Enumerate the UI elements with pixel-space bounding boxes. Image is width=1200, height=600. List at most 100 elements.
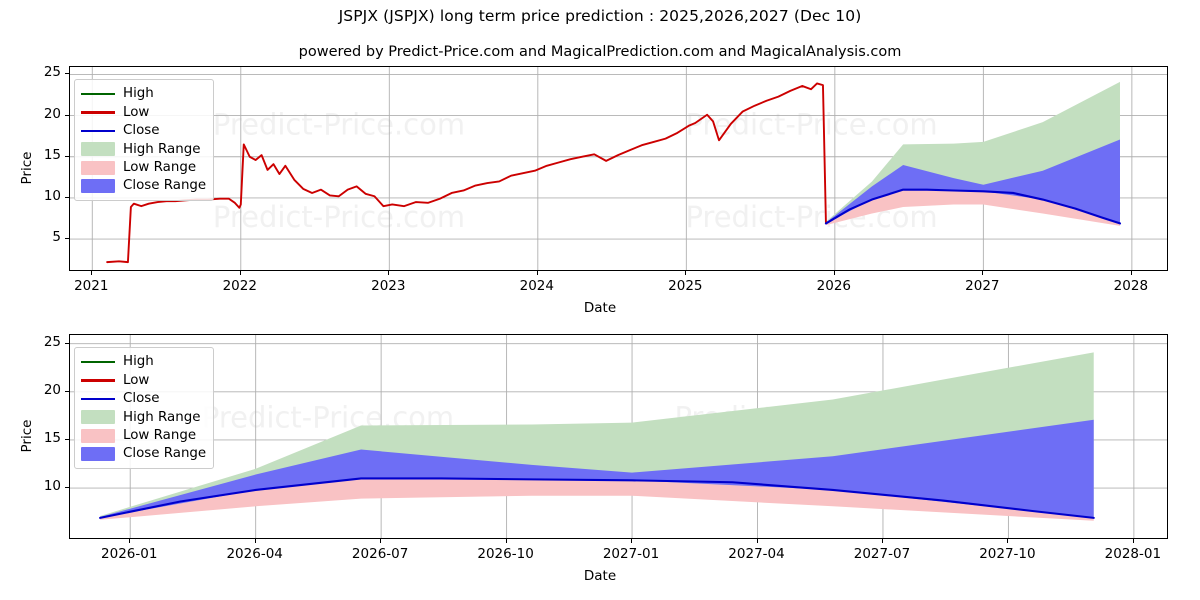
bottom-chart-x-tick-label: 2026-10 (477, 546, 534, 562)
bottom-chart-legend-item-low-range[interactable]: Low Range (81, 427, 206, 445)
bottom-chart-legend-swatch-close-range-icon (81, 447, 115, 462)
bottom-chart-x-tick-mark (1007, 539, 1009, 543)
bottom-chart-x-axis-label: Date (583, 568, 617, 584)
bottom-chart-x-tick-label: 2027-10 (979, 546, 1036, 562)
bottom-chart-x-tick-mark (254, 539, 256, 543)
bottom-chart-y-tick-mark (65, 342, 69, 344)
top-chart-legend-item-close[interactable]: Close (81, 122, 206, 140)
figure-title: JSPJX (JSPJX) long term price prediction… (338, 7, 862, 25)
bottom-chart-y-tick-mark (65, 390, 69, 392)
top-chart-y-tick-mark (65, 114, 69, 116)
top-chart-y-tick-label: 20 (43, 105, 61, 122)
bottom-chart-legend-item-low[interactable]: Low (81, 371, 206, 389)
top-chart-y-tick-mark (65, 196, 69, 198)
bottom-chart-legend-swatch-low-range-icon (81, 428, 115, 443)
bottom-chart-x-tick-mark (129, 539, 131, 543)
bottom-chart-x-tick-mark (631, 539, 633, 543)
top-chart-y-tick-label: 5 (52, 229, 61, 246)
top-chart-x-tick-mark (536, 271, 538, 275)
top-chart-watermark: Predict-Price.com (213, 200, 465, 234)
bottom-chart-legend-item-close[interactable]: Close (81, 390, 206, 408)
top-chart-legend-item-close-range[interactable]: Close Range (81, 177, 206, 195)
top-chart-legend-swatch-low-icon (81, 106, 115, 120)
bottom-chart-x-tick-label: 2027-04 (728, 546, 785, 562)
bottom-chart-legend-swatch-high-icon (81, 355, 115, 369)
top-chart-legend[interactable]: High Low Close High Range Low Range Close Ran… (74, 79, 215, 202)
top-chart-y-tick-mark (65, 73, 69, 75)
top-chart-plot-area: Predict-Price.com Predict-Price.com Predic… (69, 66, 1168, 271)
top-chart-band-close-range (825, 139, 1120, 224)
bottom-chart-band-close-range (100, 419, 1094, 518)
top-chart-legend-label: High Range (123, 141, 201, 157)
top-chart-y-tick-mark (65, 238, 69, 240)
top-chart-x-tick-label: 2028 (1113, 278, 1149, 294)
top-chart-x-tick-label: 2022 (222, 278, 257, 294)
bottom-chart-x-tick-label: 2027-01 (602, 546, 660, 562)
bottom-chart-y-tick-label: 15 (43, 429, 61, 446)
bottom-chart-legend-label: High (123, 354, 154, 370)
top-chart-legend-swatch-high-range-icon (81, 142, 115, 157)
top-chart-y-tick-label: 25 (43, 64, 61, 81)
bottom-chart-legend-label: Low Range (123, 428, 197, 444)
bottom-chart-legend-label: High Range (123, 409, 201, 425)
top-chart-x-tick-label: 2024 (519, 278, 554, 294)
top-chart-legend-item-low-range[interactable]: Low Range (81, 159, 206, 177)
bottom-chart-x-tick-label: 2026-04 (226, 546, 283, 562)
top-chart-watermark: Predict-Price.com (213, 108, 465, 142)
top-chart-watermark: Predict-Price.com (685, 108, 937, 142)
top-chart-x-tick-label: 2027 (965, 278, 1000, 294)
bottom-chart-y-tick-mark (65, 487, 69, 489)
bottom-chart-y-tick-label: 20 (43, 381, 61, 398)
top-chart-legend-swatch-close-icon (81, 124, 115, 138)
top-chart-x-tick-mark (239, 271, 241, 275)
bottom-chart-legend-swatch-low-icon (81, 374, 115, 388)
top-chart-x-tick-mark (685, 271, 687, 275)
bottom-chart-legend-label: Close Range (123, 446, 207, 462)
top-chart-legend-label: Low (123, 104, 150, 120)
top-chart-legend-item-high-range[interactable]: High Range (81, 140, 206, 158)
top-chart-legend-label: High (123, 86, 154, 102)
bottom-chart-y-tick-label: 10 (43, 478, 61, 495)
top-chart-x-tick-label: 2023 (371, 278, 406, 294)
top-chart-canvas: Predict-Price.com Predict-Price.com Predic… (70, 67, 1167, 270)
top-chart-x-tick-label: 2025 (668, 278, 703, 294)
bottom-chart-legend[interactable]: High Low Close High Range Low Range Close Ran… (74, 347, 215, 470)
top-chart-band-low-range (825, 189, 1120, 226)
bottom-chart-x-tick-mark (756, 539, 758, 543)
bottom-chart-x-tick-mark (505, 539, 507, 543)
bottom-chart-legend-item-close-range[interactable]: Close Range (81, 445, 206, 463)
top-chart-x-tick-mark (1130, 271, 1132, 275)
top-chart-legend-swatch-high-icon (81, 87, 115, 101)
top-chart-legend-label: Close (123, 123, 160, 139)
bottom-chart-y-axis-label: Price (19, 419, 35, 453)
top-chart-series-low (106, 82, 827, 264)
bottom-chart-band-low-range (100, 478, 1094, 521)
top-chart-legend-item-high[interactable]: High (81, 85, 206, 103)
bottom-chart-x-tick-label: 2027-07 (853, 546, 911, 562)
bottom-chart-x-tick-mark (1132, 539, 1134, 543)
bottom-chart-x-tick-mark (881, 539, 883, 543)
top-chart-x-tick-mark (388, 271, 390, 275)
top-chart-series-close (824, 188, 1122, 225)
top-chart-legend-item-low[interactable]: Low (81, 103, 206, 121)
figure-subtitle: powered by Predict-Price.com and Magical… (298, 44, 902, 60)
bottom-chart-x-tick-label: 2026-01 (101, 546, 158, 562)
bottom-chart-series-close (99, 477, 1095, 519)
top-chart-legend-label: Low Range (123, 160, 197, 176)
top-chart-y-tick-mark (65, 155, 69, 157)
bottom-chart-legend-label: Low (123, 372, 150, 388)
bottom-chart-y-tick-mark (65, 438, 69, 440)
top-chart-x-tick-label: 2021 (74, 278, 109, 294)
top-chart-y-tick-label: 10 (43, 187, 61, 204)
top-chart-x-tick-mark (91, 271, 93, 275)
bottom-chart-legend-item-high[interactable]: High (81, 353, 206, 371)
top-chart-legend-swatch-low-range-icon (81, 160, 115, 175)
bottom-chart-legend-item-high-range[interactable]: High Range (81, 408, 206, 426)
bottom-chart-legend-swatch-high-range-icon (81, 410, 115, 425)
top-chart-x-tick-mark (982, 271, 984, 275)
top-chart-y-axis-label: Price (19, 151, 35, 185)
top-chart-y-tick-label: 15 (43, 146, 61, 163)
